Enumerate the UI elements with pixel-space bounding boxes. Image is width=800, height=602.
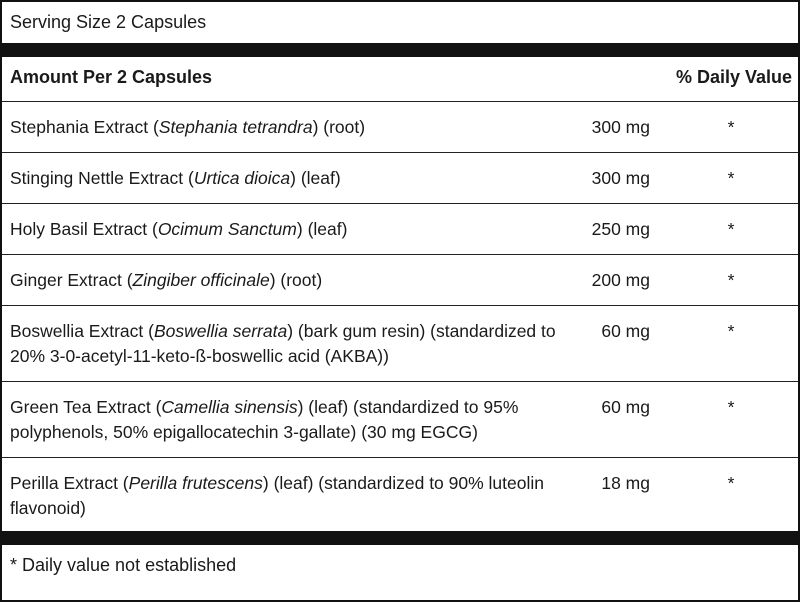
ingredient-row: Ginger Extract (Zingiber officinale) (ro… [2, 255, 798, 306]
name-detail: ) (leaf) [290, 168, 341, 188]
name-detail: ) (root) [312, 117, 366, 137]
daily-value: * [727, 473, 735, 493]
name-text: Green Tea Extract ( [10, 397, 162, 417]
serving-size: Serving Size 2 Capsules [10, 12, 207, 32]
ingredient-rows: Stephania Extract (Stephania tetrandra) … [2, 102, 798, 533]
name-text: Stephania Extract ( [10, 117, 159, 137]
ingredient-name: Holy Basil Extract (Ocimum Sanctum) (lea… [10, 217, 570, 242]
amount: 300 mg [591, 168, 650, 188]
daily-value: * [727, 270, 735, 290]
name-detail: ) (leaf) (standardized to 90% luteolin f… [10, 473, 544, 518]
ingredient-name: Ginger Extract (Zingiber officinale) (ro… [10, 268, 570, 293]
daily-value: * [727, 219, 735, 239]
latin-name: Boswellia serrata [153, 321, 288, 341]
thick-rule [2, 531, 798, 545]
name-detail: ) (bark gum resin) (standardized to 20% … [10, 321, 556, 366]
name-detail: ) (root) [269, 270, 323, 290]
amount: 18 mg [601, 473, 650, 493]
ingredient-row: Green Tea Extract (Camellia sinensis) (l… [2, 382, 798, 458]
ingredient-row: Boswellia Extract (Boswellia serrata) (b… [2, 306, 798, 382]
daily-value: * [727, 397, 735, 417]
name-text: Holy Basil Extract ( [10, 219, 158, 239]
name-text: Boswellia Extract ( [10, 321, 154, 341]
amount: 250 mg [591, 219, 650, 239]
ingredient-name: Stinging Nettle Extract (Urtica dioica) … [10, 166, 570, 191]
daily-value: * [727, 117, 735, 137]
ingredient-name: Boswellia Extract (Boswellia serrata) (b… [10, 319, 570, 369]
latin-name: Urtica dioica [193, 168, 291, 188]
name-detail: ) (leaf) (standardized to 95% polyphenol… [10, 397, 519, 442]
name-text: Stinging Nettle Extract ( [10, 168, 194, 188]
ingredient-row: Stephania Extract (Stephania tetrandra) … [2, 102, 798, 153]
amount: 60 mg [601, 397, 650, 417]
latin-name: Perilla frutescens [128, 473, 263, 493]
name-text: Ginger Extract ( [10, 270, 133, 290]
table-header: Amount Per 2 Capsules % Daily Value [2, 57, 798, 102]
ingredient-name: Stephania Extract (Stephania tetrandra) … [10, 115, 570, 140]
latin-name: Ocimum Sanctum [157, 219, 297, 239]
ingredient-row: Perilla Extract (Perilla frutescens) (le… [2, 458, 798, 533]
name-detail: ) (leaf) [296, 219, 348, 239]
latin-name: Camellia sinensis [161, 397, 298, 417]
ingredient-name: Perilla Extract (Perilla frutescens) (le… [10, 471, 570, 521]
latin-name: Stephania tetrandra [158, 117, 313, 137]
latin-name: Zingiber officinale [132, 270, 270, 290]
amount: 60 mg [601, 321, 650, 341]
footnote: * Daily value not established [10, 555, 237, 575]
amount: 200 mg [591, 270, 650, 290]
thick-rule [2, 43, 798, 57]
daily-value-header: % Daily Value [675, 67, 792, 87]
ingredient-row: Stinging Nettle Extract (Urtica dioica) … [2, 153, 798, 204]
ingredient-row: Holy Basil Extract (Ocimum Sanctum) (lea… [2, 204, 798, 255]
name-text: Perilla Extract ( [10, 473, 129, 493]
amount: 300 mg [591, 117, 650, 137]
ingredient-name: Green Tea Extract (Camellia sinensis) (l… [10, 395, 570, 445]
amount-header: Amount Per 2 Capsules [10, 67, 213, 87]
daily-value: * [727, 168, 735, 188]
daily-value: * [727, 321, 735, 341]
